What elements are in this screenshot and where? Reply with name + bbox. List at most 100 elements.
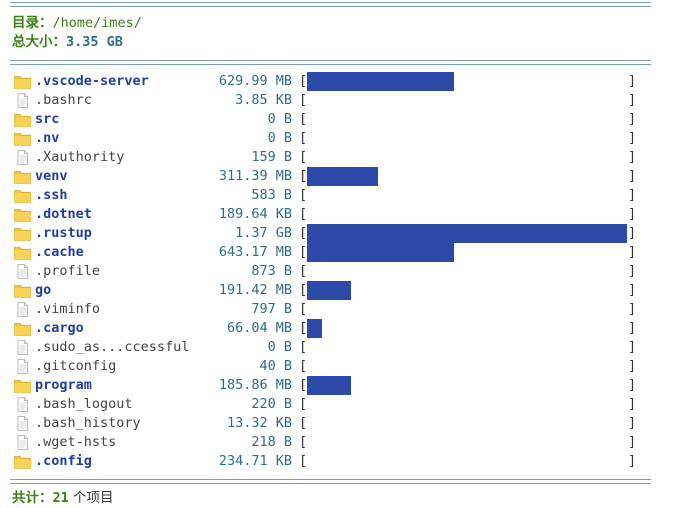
- bar-left-bracket: [: [299, 415, 308, 431]
- size-bar-track: [307, 338, 627, 357]
- entry-size: 13.32 KB: [226, 415, 292, 431]
- summary-header: 目录：/home/imes/ 总大小：3.35 GB: [12, 14, 142, 52]
- bar-left-bracket: [: [299, 434, 308, 450]
- list-item[interactable]: .sudo_as...ccessful 0 B []: [12, 338, 642, 357]
- bar-left-bracket: [: [299, 130, 308, 146]
- entry-size: 0 B: [267, 130, 292, 146]
- list-item[interactable]: .ssh 583 B []: [12, 186, 642, 205]
- list-item[interactable]: .nv 0 B []: [12, 129, 642, 148]
- size-bar-track: [307, 262, 627, 281]
- size-bar-track: [307, 224, 627, 243]
- size-bar-track: [307, 357, 627, 376]
- folder-icon: [14, 207, 31, 222]
- bar-left-bracket: [: [299, 206, 308, 222]
- list-item[interactable]: .vscode-server 629.99 MB []: [12, 72, 642, 91]
- list-item[interactable]: program 185.86 MB []: [12, 376, 642, 395]
- entry-name[interactable]: src: [35, 111, 60, 127]
- list-item[interactable]: .bash_logout 220 B []: [12, 395, 642, 414]
- file-icon: [14, 264, 31, 279]
- item-count-unit: 个项目: [68, 490, 114, 506]
- item-count: 21: [52, 490, 69, 506]
- size-bar-track: [307, 205, 627, 224]
- entry-size: 797 B: [251, 301, 292, 317]
- list-item[interactable]: .config 234.71 KB []: [12, 452, 642, 471]
- size-bar-track: [307, 452, 627, 471]
- list-item[interactable]: go 191.42 MB []: [12, 281, 642, 300]
- list-item[interactable]: .gitconfig 40 B []: [12, 357, 642, 376]
- footer-summary: 共计：21 个项目: [12, 488, 114, 508]
- list-item[interactable]: .bashrc 3.85 KB []: [12, 91, 642, 110]
- bar-left-bracket: [: [299, 396, 308, 412]
- folder-icon: [14, 454, 31, 469]
- entry-name[interactable]: .vscode-server: [35, 73, 149, 89]
- size-bar-track: [307, 148, 627, 167]
- bar-left-bracket: [: [299, 263, 308, 279]
- list-item[interactable]: .bash_history 13.32 KB []: [12, 414, 642, 433]
- list-item[interactable]: .Xauthority 159 B []: [12, 148, 642, 167]
- list-item[interactable]: .viminfo 797 B []: [12, 300, 642, 319]
- entry-size: 66.04 MB: [226, 320, 292, 336]
- list-item[interactable]: .wget-hsts 218 B []: [12, 433, 642, 452]
- entry-size: 220 B: [251, 396, 292, 412]
- size-bar-track: [307, 72, 627, 91]
- list-item[interactable]: .cargo 66.04 MB []: [12, 319, 642, 338]
- bar-right-bracket: ]: [628, 187, 637, 203]
- entry-size: 185.86 MB: [218, 377, 292, 393]
- file-icon: [14, 435, 31, 450]
- list-item[interactable]: .dotnet 189.64 KB []: [12, 205, 642, 224]
- entry-name[interactable]: .dotnet: [35, 206, 92, 222]
- entry-size: 0 B: [267, 339, 292, 355]
- directory-listing: .vscode-server 629.99 MB [] .bashrc 3.85 KB […: [12, 72, 642, 471]
- bar-right-bracket: ]: [628, 111, 637, 127]
- bar-right-bracket: ]: [628, 92, 637, 108]
- entry-name[interactable]: program: [35, 377, 92, 393]
- entry-size: 643.17 MB: [218, 244, 292, 260]
- folder-icon: [14, 321, 31, 336]
- list-item[interactable]: .cache 643.17 MB []: [12, 243, 642, 262]
- bar-right-bracket: ]: [628, 434, 637, 450]
- bar-left-bracket: [: [299, 301, 308, 317]
- bar-left-bracket: [: [299, 111, 308, 127]
- list-item[interactable]: .profile 873 B []: [12, 262, 642, 281]
- size-bar: [307, 167, 378, 186]
- entry-name: .sudo_as...ccessful: [35, 339, 190, 355]
- bar-right-bracket: ]: [628, 320, 637, 336]
- entry-size: 311.39 MB: [218, 168, 292, 184]
- entry-size: 218 B: [251, 434, 292, 450]
- entry-name[interactable]: .nv: [35, 130, 60, 146]
- entry-size: 234.71 KB: [218, 453, 292, 469]
- entry-name[interactable]: go: [35, 282, 52, 298]
- file-icon: [14, 150, 31, 165]
- bar-right-bracket: ]: [628, 396, 637, 412]
- entry-name: .gitconfig: [35, 358, 117, 374]
- bar-right-bracket: ]: [628, 130, 637, 146]
- entry-name[interactable]: .cache: [35, 244, 84, 260]
- entry-size: 40 B: [259, 358, 292, 374]
- size-bar: [307, 224, 627, 243]
- bar-left-bracket: [: [299, 244, 308, 260]
- list-item[interactable]: venv 311.39 MB []: [12, 167, 642, 186]
- bar-left-bracket: [: [299, 453, 308, 469]
- total-size-label: 总大小：: [12, 34, 66, 50]
- entry-name[interactable]: .rustup: [35, 225, 92, 241]
- list-item[interactable]: .rustup 1.37 GB []: [12, 224, 642, 243]
- entry-name: .Xauthority: [35, 149, 125, 165]
- bar-left-bracket: [: [299, 225, 308, 241]
- list-item[interactable]: src 0 B []: [12, 110, 642, 129]
- header-divider: [10, 60, 651, 65]
- entry-name: .bash_logout: [35, 396, 133, 412]
- entry-name[interactable]: .cargo: [35, 320, 84, 336]
- directory-label: 目录：: [12, 15, 53, 31]
- file-icon: [14, 397, 31, 412]
- bar-right-bracket: ]: [628, 244, 637, 260]
- bar-left-bracket: [: [299, 92, 308, 108]
- bar-right-bracket: ]: [628, 453, 637, 469]
- folder-icon: [14, 188, 31, 203]
- directory-line: 目录：/home/imes/: [12, 14, 142, 33]
- entry-name[interactable]: .config: [35, 453, 92, 469]
- entry-name[interactable]: venv: [35, 168, 68, 184]
- entry-name[interactable]: .ssh: [35, 187, 68, 203]
- footer-divider: [10, 479, 651, 484]
- bar-right-bracket: ]: [628, 377, 637, 393]
- directory-path: /home/imes/: [52, 15, 142, 31]
